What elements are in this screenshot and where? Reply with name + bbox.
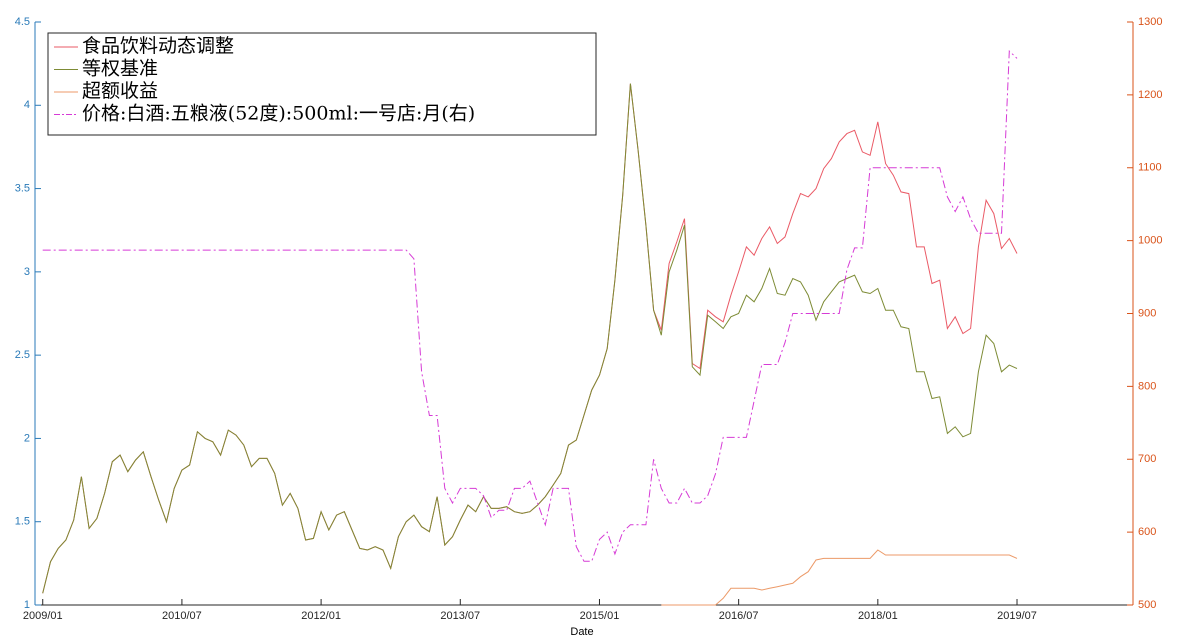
y2-tick-label: 1300 bbox=[1138, 16, 1162, 28]
legend-label: 超额收益 bbox=[82, 80, 158, 102]
series-line bbox=[661, 549, 1018, 606]
x-tick-label: 2016/07 bbox=[719, 610, 759, 622]
y2-tick-label: 1000 bbox=[1138, 235, 1162, 247]
y-tick-label: 2 bbox=[24, 432, 30, 444]
y-tick-label: 2.5 bbox=[15, 349, 30, 361]
y-tick-label: 3 bbox=[24, 266, 30, 278]
series-line bbox=[42, 83, 1018, 594]
x-tick-label: 2012/01 bbox=[301, 610, 341, 622]
y-tick-label: 3.5 bbox=[15, 182, 30, 194]
legend: 食品饮料动态调整等权基准超额收益价格:白酒:五粮液(52度):500ml:一号店… bbox=[47, 32, 597, 136]
y2-tick-label: 800 bbox=[1138, 380, 1156, 392]
legend-label: 食品饮料动态调整 bbox=[82, 35, 234, 57]
y2-tick-label: 500 bbox=[1138, 599, 1156, 611]
x-tick-label: 2018/01 bbox=[858, 610, 898, 622]
legend-box bbox=[47, 32, 597, 136]
y2-tick-label: 700 bbox=[1138, 453, 1156, 465]
y-tick-label: 4 bbox=[24, 99, 30, 111]
series-line bbox=[42, 49, 1018, 562]
y-tick-label: 1 bbox=[24, 599, 30, 611]
series-line bbox=[42, 83, 1018, 594]
x-tick-label: 2009/01 bbox=[23, 610, 63, 622]
y-tick-label: 4.5 bbox=[15, 16, 30, 28]
y2-tick-label: 1200 bbox=[1138, 89, 1162, 101]
x-tick-label: 2019/07 bbox=[997, 610, 1037, 622]
y-tick-label: 1.5 bbox=[15, 516, 30, 528]
legend-label: 价格:白酒:五粮液(52度):500ml:一号店:月(右) bbox=[82, 103, 475, 125]
y2-tick-label: 1100 bbox=[1138, 162, 1162, 174]
x-axis-label: Date bbox=[570, 626, 593, 638]
x-tick-label: 2015/01 bbox=[580, 610, 620, 622]
y2-tick-label: 600 bbox=[1138, 526, 1156, 538]
x-tick-label: 2010/07 bbox=[162, 610, 202, 622]
y2-tick-label: 900 bbox=[1138, 307, 1156, 319]
legend-label: 等权基准 bbox=[82, 58, 158, 80]
x-tick-label: 2013/07 bbox=[440, 610, 480, 622]
